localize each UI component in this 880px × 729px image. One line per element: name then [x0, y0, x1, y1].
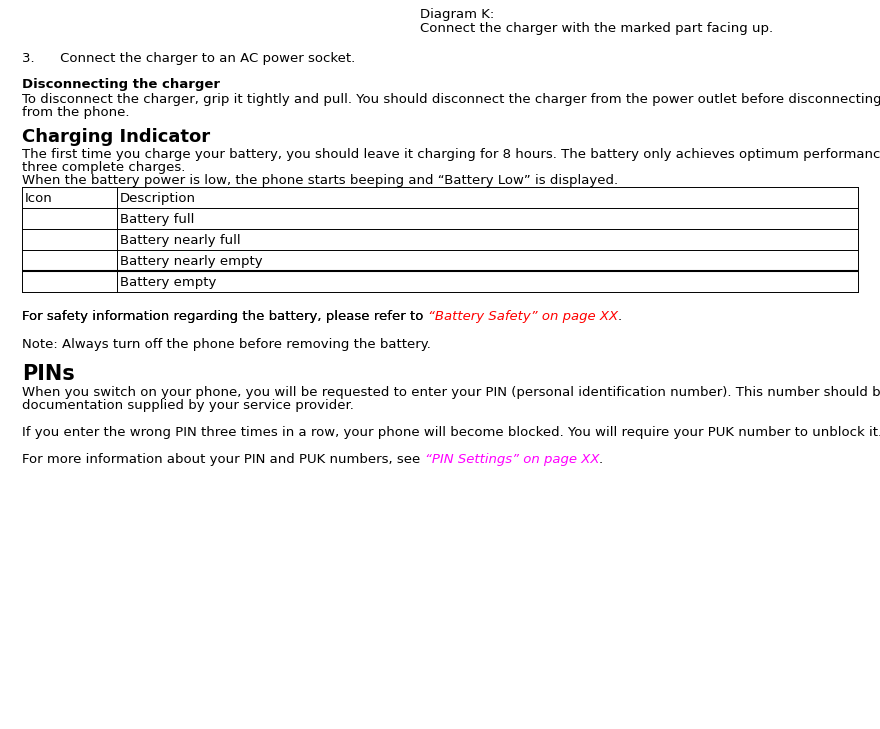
Text: For safety information regarding the battery, please refer to: For safety information regarding the bat…: [22, 310, 428, 323]
Text: documentation supplied by your service provider.: documentation supplied by your service p…: [22, 399, 354, 412]
Text: When the battery power is low, the phone starts beeping and “Battery Low” is dis: When the battery power is low, the phone…: [22, 174, 618, 187]
Text: If you enter the wrong PIN three times in a row, your phone will become blocked.: If you enter the wrong PIN three times i…: [22, 426, 880, 439]
Text: from the phone.: from the phone.: [22, 106, 129, 119]
Text: Battery empty: Battery empty: [120, 276, 216, 289]
Text: To disconnect the charger, grip it tightly and pull. You should disconnect the c: To disconnect the charger, grip it tight…: [22, 93, 880, 106]
Text: .: .: [599, 453, 603, 466]
Text: The first time you charge your battery, you should leave it charging for 8 hours: The first time you charge your battery, …: [22, 148, 880, 161]
Text: Description: Description: [120, 192, 196, 205]
Text: “PIN Settings” on page XX: “PIN Settings” on page XX: [424, 453, 599, 466]
Text: Battery full: Battery full: [120, 213, 194, 226]
Text: three complete charges.: three complete charges.: [22, 161, 186, 174]
Text: Battery nearly full: Battery nearly full: [120, 234, 240, 247]
Text: .: .: [618, 310, 622, 323]
Text: Note: Always turn off the phone before removing the battery.: Note: Always turn off the phone before r…: [22, 338, 431, 351]
Text: 3.      Connect the charger to an AC power socket.: 3. Connect the charger to an AC power so…: [22, 52, 356, 65]
Text: Diagram K:: Diagram K:: [420, 8, 495, 21]
Text: For more information about your PIN and PUK numbers, see: For more information about your PIN and …: [22, 453, 424, 466]
Text: Disconnecting the charger: Disconnecting the charger: [22, 78, 220, 91]
Text: When you switch on your phone, you will be requested to enter your PIN (personal: When you switch on your phone, you will …: [22, 386, 880, 399]
Text: “Battery Safety” on page XX: “Battery Safety” on page XX: [428, 310, 618, 323]
Text: Icon: Icon: [25, 192, 53, 205]
Text: Connect the charger with the marked part facing up.: Connect the charger with the marked part…: [420, 22, 774, 35]
Text: For safety information regarding the battery, please refer to: For safety information regarding the bat…: [22, 310, 428, 323]
Text: Charging Indicator: Charging Indicator: [22, 128, 210, 146]
Text: Battery nearly empty: Battery nearly empty: [120, 255, 262, 268]
Text: PINs: PINs: [22, 364, 75, 384]
